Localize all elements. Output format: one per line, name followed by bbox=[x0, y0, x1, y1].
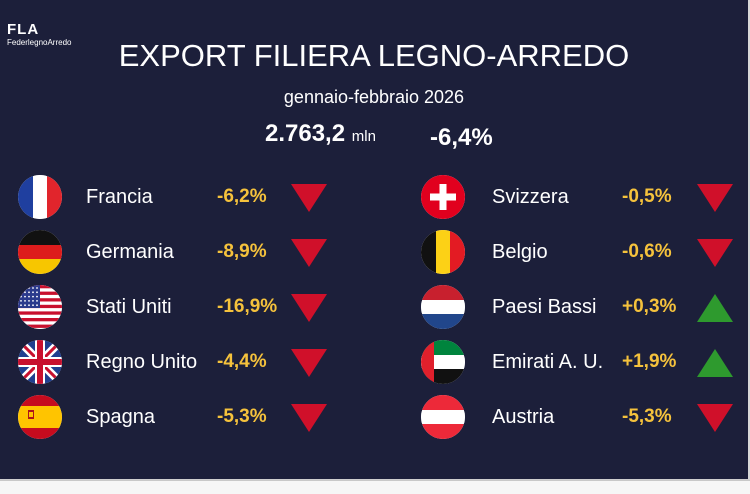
country-name: Svizzera bbox=[492, 186, 569, 208]
country-change: -5,3% bbox=[217, 406, 267, 427]
country-name: Stati Uniti bbox=[86, 296, 172, 318]
country-row-regno-unito: Regno Unito -4,4% bbox=[18, 340, 338, 388]
triangle-down-icon bbox=[696, 403, 734, 433]
country-row-paesi-bassi: Paesi Bassi +0,3% bbox=[421, 285, 741, 333]
triangle-down-icon bbox=[696, 238, 734, 268]
total-value: 2.763,2 bbox=[265, 120, 346, 147]
country-name: Spagna bbox=[86, 406, 155, 428]
total-unit: mln bbox=[351, 128, 376, 145]
country-name: Paesi Bassi bbox=[492, 296, 597, 318]
country-name: Belgio bbox=[492, 241, 548, 263]
france-flag-icon bbox=[18, 175, 62, 219]
uae-flag-icon bbox=[421, 340, 465, 384]
logo-mark: FLA bbox=[7, 21, 40, 38]
country-row-francia: Francia -6,2% bbox=[18, 175, 338, 223]
fla-logo: FLA FederlegnoArredo bbox=[7, 22, 71, 48]
country-change: -6,2% bbox=[217, 186, 267, 207]
netherlands-flag-icon bbox=[421, 285, 465, 329]
country-row-germania: Germania -8,9% bbox=[18, 230, 338, 278]
total-change: -6,4% bbox=[430, 124, 493, 151]
country-change: -5,3% bbox=[622, 406, 672, 427]
country-name: Regno Unito bbox=[86, 351, 198, 373]
country-row-spagna: Spagna -5,3% bbox=[18, 395, 338, 443]
switzerland-flag-icon bbox=[421, 175, 465, 219]
triangle-down-icon bbox=[696, 183, 734, 213]
country-row-austria: Austria -5,3% bbox=[421, 395, 741, 443]
uk-flag-icon bbox=[18, 340, 62, 384]
country-change: +0,3% bbox=[622, 296, 677, 317]
period-subtitle: gennaio-febbraio 2026 bbox=[283, 87, 465, 107]
triangle-down-icon bbox=[290, 293, 328, 323]
country-row-svizzera: Svizzera -0,5% bbox=[421, 175, 741, 223]
country-change: +1,9% bbox=[622, 351, 677, 372]
total-export: 2.763,2 mln bbox=[265, 120, 376, 151]
country-row-belgio: Belgio -0,6% bbox=[421, 230, 741, 278]
country-change: -16,9% bbox=[217, 296, 278, 317]
triangle-up-icon bbox=[696, 348, 734, 378]
country-name: Emirati A. U. bbox=[492, 351, 604, 373]
country-name: Austria bbox=[492, 406, 555, 428]
country-row-emirati-a-u: Emirati A. U. +1,9% bbox=[421, 340, 741, 388]
triangle-down-icon bbox=[290, 238, 328, 268]
triangle-down-icon bbox=[290, 403, 328, 433]
triangle-down-icon bbox=[290, 183, 328, 213]
belgium-flag-icon bbox=[421, 230, 465, 274]
country-change: -4,4% bbox=[217, 351, 267, 372]
page-title: EXPORT FILIERA LEGNO-ARREDO bbox=[118, 38, 630, 73]
usa-flag-icon bbox=[18, 285, 62, 329]
country-name: Germania bbox=[86, 241, 174, 263]
germany-flag-icon bbox=[18, 230, 62, 274]
country-change: -0,6% bbox=[622, 241, 672, 262]
triangle-down-icon bbox=[290, 348, 328, 378]
country-change: -8,9% bbox=[217, 241, 267, 262]
export-infographic: FLA FederlegnoArredo EXPORT FILIERA LEGN… bbox=[0, 0, 750, 480]
spain-flag-icon bbox=[18, 395, 62, 439]
triangle-up-icon bbox=[696, 293, 734, 323]
logo-name: FederlegnoArredo bbox=[7, 38, 72, 47]
country-row-stati-uniti: Stati Uniti -16,9% bbox=[18, 285, 338, 333]
austria-flag-icon bbox=[421, 395, 465, 439]
bottom-strip bbox=[0, 480, 750, 494]
country-name: Francia bbox=[86, 186, 153, 208]
country-change: -0,5% bbox=[622, 186, 672, 207]
